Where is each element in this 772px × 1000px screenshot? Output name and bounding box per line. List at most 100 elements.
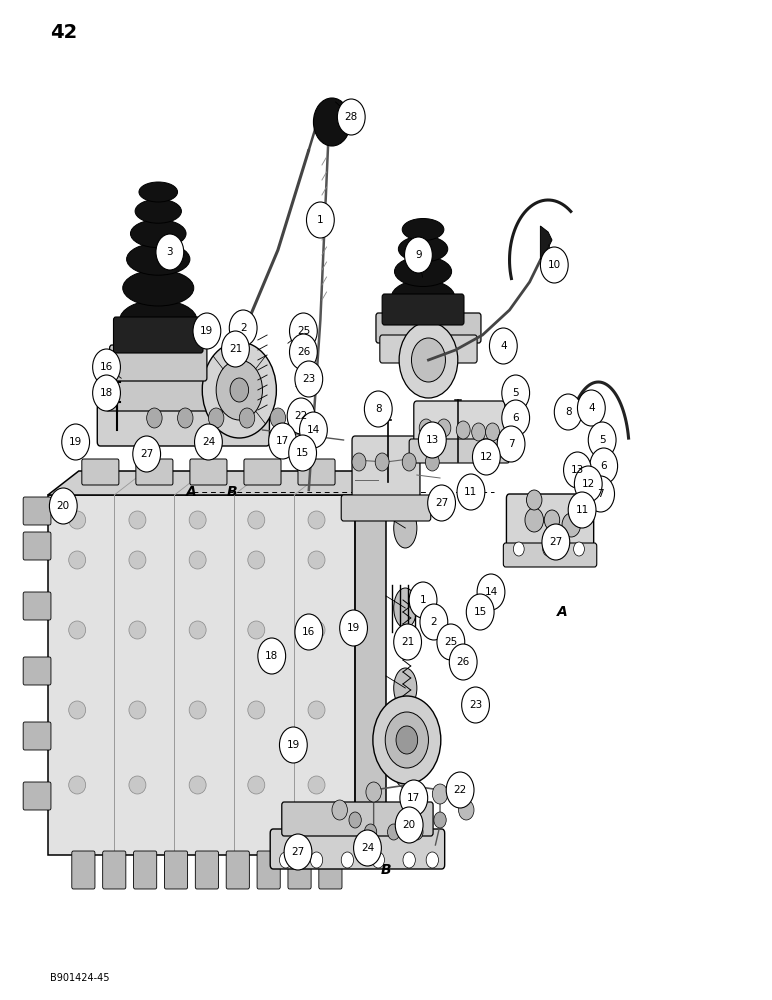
Text: 17: 17 [407,793,421,803]
Polygon shape [48,495,355,855]
FancyBboxPatch shape [503,543,597,567]
Circle shape [62,424,90,460]
Circle shape [156,234,184,270]
Text: 4: 4 [588,403,594,413]
Ellipse shape [129,511,146,529]
FancyBboxPatch shape [97,404,269,446]
FancyBboxPatch shape [270,829,445,869]
FancyBboxPatch shape [414,401,505,449]
Text: 1: 1 [317,215,323,225]
Text: 16: 16 [302,627,316,637]
Circle shape [364,824,377,840]
Polygon shape [355,471,386,855]
Circle shape [418,422,446,458]
Text: B: B [226,485,237,499]
Circle shape [229,310,257,346]
FancyBboxPatch shape [23,722,51,750]
FancyBboxPatch shape [226,851,249,889]
Ellipse shape [69,621,86,639]
Circle shape [385,712,428,768]
Text: 6: 6 [513,413,519,423]
Text: 2: 2 [240,323,246,333]
Text: 18: 18 [265,651,279,661]
Polygon shape [48,471,386,495]
Circle shape [270,408,286,428]
Ellipse shape [189,776,206,794]
Ellipse shape [308,776,325,794]
Text: 19: 19 [69,437,83,447]
Text: 25: 25 [296,326,310,336]
Circle shape [290,334,317,370]
Text: 13: 13 [571,465,584,475]
Text: 28: 28 [344,112,358,122]
Circle shape [388,824,400,840]
Ellipse shape [248,776,265,794]
Ellipse shape [127,243,190,275]
Ellipse shape [135,199,181,223]
Text: 14: 14 [484,587,498,597]
Circle shape [373,696,441,784]
Ellipse shape [120,300,197,340]
Text: 15: 15 [296,448,310,458]
Ellipse shape [189,701,206,719]
Text: 24: 24 [361,843,374,853]
Text: 24: 24 [201,437,215,447]
Ellipse shape [394,257,452,287]
FancyBboxPatch shape [190,459,227,485]
Circle shape [337,99,365,135]
Circle shape [419,419,433,437]
FancyBboxPatch shape [506,494,594,554]
Ellipse shape [308,701,325,719]
Circle shape [449,644,477,680]
Text: 6: 6 [601,461,607,471]
Ellipse shape [130,220,186,248]
Text: 8: 8 [375,404,381,414]
Circle shape [502,400,530,436]
Text: 27: 27 [549,537,563,547]
Circle shape [588,422,616,458]
Ellipse shape [248,621,265,639]
Circle shape [428,485,455,521]
Text: 2: 2 [431,617,437,627]
Circle shape [574,466,602,502]
Circle shape [372,852,384,868]
Circle shape [400,780,428,816]
FancyBboxPatch shape [352,436,420,504]
Ellipse shape [398,236,448,262]
Ellipse shape [248,551,265,569]
Circle shape [290,313,317,349]
FancyBboxPatch shape [257,851,280,889]
Circle shape [216,360,262,420]
Text: 27: 27 [291,847,305,857]
Text: 25: 25 [444,637,458,647]
FancyBboxPatch shape [380,335,477,363]
Circle shape [93,375,120,411]
Circle shape [300,412,327,448]
FancyBboxPatch shape [106,380,261,411]
Circle shape [543,542,554,556]
Text: 14: 14 [306,425,320,435]
Text: 27: 27 [140,449,154,459]
Circle shape [437,624,465,660]
Circle shape [489,328,517,364]
FancyBboxPatch shape [23,657,51,685]
Circle shape [93,349,120,385]
Circle shape [239,408,255,428]
Circle shape [306,202,334,238]
Ellipse shape [69,776,86,794]
Circle shape [394,624,422,660]
Circle shape [434,812,446,828]
Circle shape [202,342,276,438]
Text: 18: 18 [100,388,113,398]
Text: 16: 16 [100,362,113,372]
Circle shape [432,784,448,804]
Circle shape [477,574,505,610]
Ellipse shape [308,511,325,529]
Text: 19: 19 [347,623,361,633]
Text: A: A [186,485,197,499]
Text: 23: 23 [469,700,482,710]
Ellipse shape [123,270,194,306]
Circle shape [590,448,618,484]
FancyBboxPatch shape [382,294,464,325]
Circle shape [486,423,499,441]
